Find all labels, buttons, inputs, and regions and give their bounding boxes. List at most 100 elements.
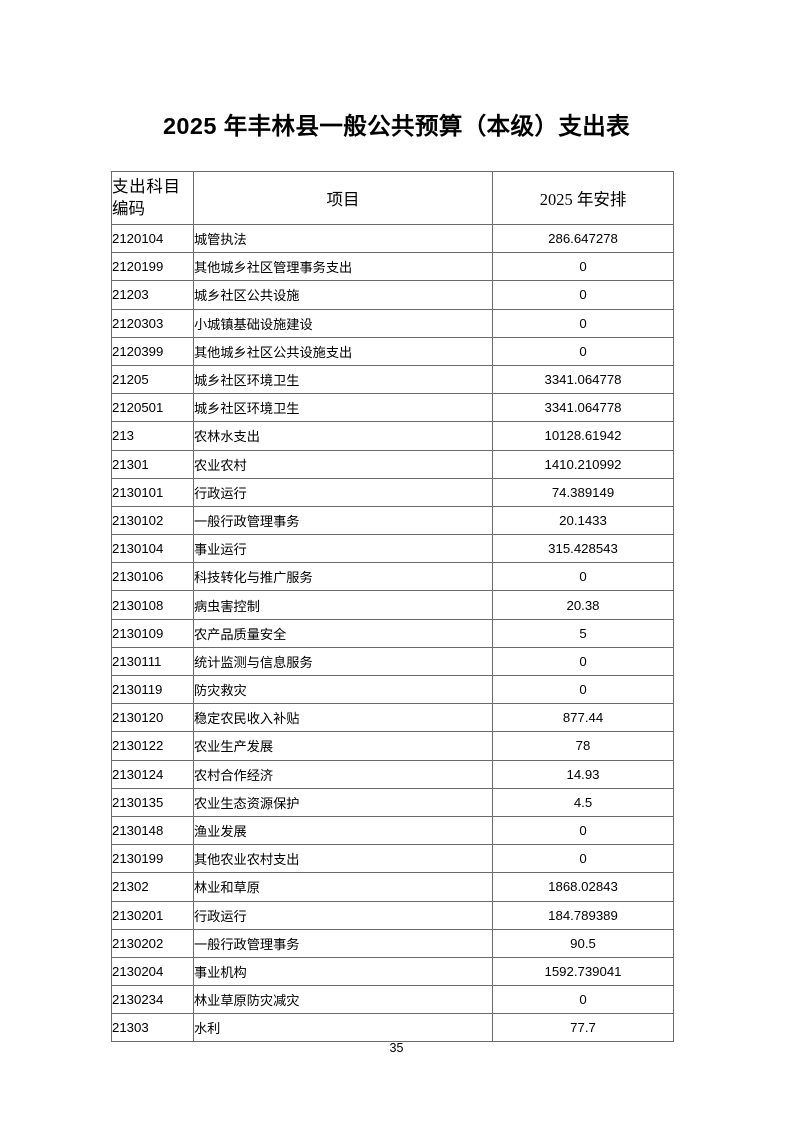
cell-amount: 0: [492, 815, 674, 846]
table-row: 2130109 农产品质量安全 5: [111, 618, 674, 648]
cell-item-name: 农业生态资源保护: [193, 787, 493, 817]
cell-expenditure-code: 2120199: [111, 252, 194, 282]
cell-expenditure-code: 2130199: [111, 844, 194, 874]
cell-amount: 0: [492, 252, 674, 282]
cell-item-name: 渔业发展: [193, 815, 493, 846]
cell-expenditure-code: 2120501: [111, 393, 194, 423]
cell-amount: 77.7: [492, 1013, 674, 1043]
cell-item-name: 其他农业农村支出: [193, 844, 493, 874]
cell-amount: 0: [492, 308, 674, 338]
table-row: 2130148 渔业发展 0: [111, 815, 674, 846]
cell-expenditure-code: 213: [111, 421, 194, 451]
cell-item-name: 农林水支出: [193, 421, 493, 451]
cell-expenditure-code: 2130106: [111, 562, 194, 592]
cell-expenditure-code: 2130122: [111, 731, 194, 761]
cell-amount: 0: [492, 562, 674, 592]
cell-expenditure-code: 2130202: [111, 928, 194, 958]
table-row: 2130101 行政运行 74.389149: [111, 477, 674, 507]
cell-item-name: 林业草原防灾减灾: [193, 985, 493, 1015]
cell-item-name: 其他城乡社区公共设施支出: [193, 336, 493, 366]
cell-item-name: 病虫害控制: [193, 590, 493, 620]
cell-item-name: 一般行政管理事务: [193, 505, 493, 536]
cell-expenditure-code: 2130109: [111, 618, 194, 648]
column-header-code-line1: 支出科目: [112, 177, 180, 197]
cell-amount: 1592.739041: [492, 956, 674, 987]
cell-amount: 0: [492, 674, 674, 705]
table-row: 2130104 事业运行 315.428543: [111, 534, 674, 564]
cell-item-name: 水利: [193, 1013, 493, 1043]
cell-expenditure-code: 21205: [111, 364, 194, 395]
cell-expenditure-code: 2130201: [111, 900, 194, 930]
cell-amount: 20.38: [492, 590, 674, 620]
cell-expenditure-code: 2130120: [111, 703, 194, 733]
table-row: 2120501 城乡社区环境卫生 3341.064778: [111, 393, 674, 423]
cell-item-name: 农业农村: [193, 449, 493, 479]
table-row: 21302 林业和草原 1868.02843: [111, 872, 674, 902]
cell-amount: 3341.064778: [492, 364, 674, 395]
cell-amount: 0: [492, 336, 674, 366]
table-row: 2130122 农业生产发展 78: [111, 731, 674, 761]
cell-item-name: 科技转化与推广服务: [193, 562, 493, 592]
cell-expenditure-code: 2130148: [111, 815, 194, 846]
cell-amount: 877.44: [492, 703, 674, 733]
cell-item-name: 农业生产发展: [193, 731, 493, 761]
table-row: 2130102 一般行政管理事务 20.1433: [111, 505, 674, 536]
budget-expenditure-table: 支出科目 编码 项目 2025 年安排 2120104 城管执法 286.64727…: [111, 171, 674, 1043]
page-number: 35: [389, 1041, 404, 1055]
cell-item-name: 事业运行: [193, 534, 493, 564]
cell-item-name: 城乡社区公共设施: [193, 280, 493, 310]
cell-amount: 74.389149: [492, 477, 674, 507]
table-row: 2130204 事业机构 1592.739041: [111, 956, 674, 987]
table-row: 2130106 科技转化与推广服务 0: [111, 562, 674, 592]
table-row: 2130201 行政运行 184.789389: [111, 900, 674, 930]
cell-amount: 20.1433: [492, 505, 674, 536]
table-row: 2130234 林业草原防灾减灾 0: [111, 985, 674, 1015]
table-row: 2130199 其他农业农村支出 0: [111, 844, 674, 874]
cell-expenditure-code: 21301: [111, 449, 194, 479]
cell-expenditure-code: 2130102: [111, 505, 194, 536]
cell-amount: 3341.064778: [492, 393, 674, 423]
cell-item-name: 城乡社区环境卫生: [193, 364, 493, 395]
cell-amount: 315.428543: [492, 534, 674, 564]
cell-item-name: 事业机构: [193, 956, 493, 987]
cell-item-name: 农村合作经济: [193, 759, 493, 789]
cell-expenditure-code: 2130104: [111, 534, 194, 564]
cell-amount: 5: [492, 618, 674, 648]
cell-item-name: 一般行政管理事务: [193, 928, 493, 958]
cell-expenditure-code: 2130101: [111, 477, 194, 507]
page-title: 2025 年丰林县一般公共预算（本级）支出表: [162, 113, 631, 139]
cell-expenditure-code: 2130135: [111, 787, 194, 817]
table-row: 2130124 农村合作经济 14.93: [111, 759, 674, 789]
cell-expenditure-code: 2130124: [111, 759, 194, 789]
table-row: 213 农林水支出 10128.61942: [111, 421, 674, 451]
cell-expenditure-code: 21203: [111, 280, 194, 310]
table-row: 2120199 其他城乡社区管理事务支出 0: [111, 252, 674, 282]
column-header-item: 项目: [193, 171, 493, 225]
table-row: 2130135 农业生态资源保护 4.5: [111, 787, 674, 817]
cell-expenditure-code: 2120399: [111, 336, 194, 366]
column-header-expenditure-code: 支出科目 编码: [111, 171, 194, 225]
table-row: 2130119 防灾救灾 0: [111, 674, 674, 705]
cell-item-name: 防灾救灾: [193, 674, 493, 705]
cell-amount: 0: [492, 844, 674, 874]
table-row: 2130111 统计监测与信息服务 0: [111, 646, 674, 677]
cell-amount: 286.647278: [492, 223, 674, 254]
table-row: 21203 城乡社区公共设施 0: [111, 280, 674, 310]
cell-expenditure-code: 2120104: [111, 223, 194, 254]
table-row: 21301 农业农村 1410.210992: [111, 449, 674, 479]
cell-amount: 14.93: [492, 759, 674, 789]
cell-item-name: 其他城乡社区管理事务支出: [193, 252, 493, 282]
cell-item-name: 农产品质量安全: [193, 618, 493, 648]
cell-item-name: 行政运行: [193, 900, 493, 930]
table-row: 2130108 病虫害控制 20.38: [111, 590, 674, 620]
cell-expenditure-code: 2130108: [111, 590, 194, 620]
cell-item-name: 林业和草原: [193, 872, 493, 902]
cell-amount: 0: [492, 280, 674, 310]
cell-expenditure-code: 2120303: [111, 308, 194, 338]
cell-expenditure-code: 2130234: [111, 985, 194, 1015]
cell-amount: 184.789389: [492, 900, 674, 930]
table-header-row: 支出科目 编码 项目 2025 年安排: [111, 171, 674, 225]
cell-expenditure-code: 21303: [111, 1013, 194, 1043]
cell-amount: 0: [492, 985, 674, 1015]
